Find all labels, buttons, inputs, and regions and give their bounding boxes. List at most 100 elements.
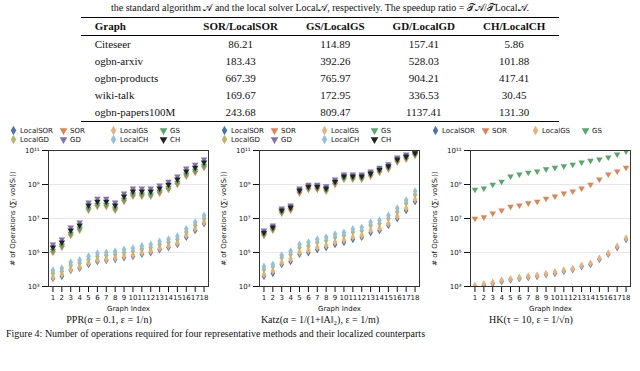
html-text:392.26: 392.26 [320, 55, 351, 67]
svg-text:10⁷: 10⁷ [239, 215, 251, 223]
html-text:Graph: Graph [94, 20, 126, 32]
svg-text:11: 11 [137, 294, 146, 302]
svg-text:4: 4 [288, 294, 293, 302]
html-text:131.30: 131.30 [499, 106, 530, 118]
svg-text:9: 9 [122, 294, 126, 302]
html-text:528.03: 528.03 [408, 55, 439, 67]
svg-text:10³: 10³ [28, 283, 40, 291]
svg-text:# of Operations (∑ₜ vol(Sₜ)): # of Operations (∑ₜ vol(Sₜ)) [431, 171, 439, 266]
svg-text:6: 6 [517, 294, 522, 302]
svg-text:Graph Index: Graph Index [529, 305, 572, 313]
html-text:ogbn-papers100M: ogbn-papers100M [94, 106, 176, 118]
svg-text:10⁵: 10⁵ [28, 249, 40, 257]
svg-text:9: 9 [544, 294, 548, 302]
html-text:5.86: 5.86 [504, 38, 524, 50]
svg-text:# of Operations (∑ₜ vol(Sₜ)): # of Operations (∑ₜ vol(Sₜ)) [220, 171, 228, 266]
html-text:183.43: 183.43 [225, 55, 256, 67]
svg-text:3: 3 [68, 294, 72, 302]
svg-text:13: 13 [577, 294, 586, 302]
html-text:172.95: 172.95 [320, 89, 351, 101]
html-text:30.45: 30.45 [501, 89, 527, 101]
html-text:809.47: 809.47 [320, 106, 351, 118]
html-text:Citeseer: Citeseer [94, 38, 131, 50]
svg-text:17: 17 [613, 294, 622, 302]
html-text:101.88: 101.88 [499, 55, 530, 67]
html-text:GD/LocalGD: GD/LocalGD [392, 20, 455, 32]
svg-text:15: 15 [384, 294, 393, 302]
svg-text:2: 2 [60, 294, 64, 302]
html-text:336.53: 336.53 [408, 89, 439, 101]
svg-text:7: 7 [526, 294, 530, 302]
html-text:904.21: 904.21 [408, 72, 439, 84]
svg-text:11: 11 [559, 294, 568, 302]
svg-text:18: 18 [411, 294, 420, 302]
html-text:417.41: 417.41 [499, 72, 530, 84]
html-text:CH/LocalCH: CH/LocalCH [483, 20, 546, 32]
svg-text:11: 11 [348, 294, 357, 302]
html-text:169.67: 169.67 [225, 89, 256, 101]
svg-text:9: 9 [333, 294, 337, 302]
html-text:86.21: 86.21 [228, 38, 253, 50]
svg-text:10: 10 [339, 294, 348, 302]
html-text:157.41: 157.41 [408, 38, 439, 50]
svg-text:13: 13 [366, 294, 375, 302]
svg-text:4: 4 [77, 294, 82, 302]
html-text:the standard algorithm 𝒜 and t: the standard algorithm 𝒜 and the local s… [111, 2, 529, 13]
html-text:SOR/LocalSOR: SOR/LocalSOR [203, 20, 278, 32]
svg-text:5: 5 [297, 294, 301, 302]
svg-text:10⁷: 10⁷ [28, 215, 40, 223]
svg-text:8: 8 [324, 294, 328, 302]
svg-text:2: 2 [482, 294, 486, 302]
svg-text:17: 17 [191, 294, 200, 302]
svg-text:10⁹: 10⁹ [450, 181, 462, 189]
svg-text:3: 3 [279, 294, 283, 302]
svg-text:15: 15 [173, 294, 182, 302]
svg-text:18: 18 [200, 294, 209, 302]
svg-text:10: 10 [550, 294, 559, 302]
svg-text:# of Operations (∑ₜ vol(Sₜ)): # of Operations (∑ₜ vol(Sₜ)) [9, 171, 17, 266]
svg-text:10¹¹: 10¹¹ [447, 147, 462, 155]
svg-text:1: 1 [51, 294, 55, 302]
svg-text:10¹¹: 10¹¹ [25, 147, 40, 155]
html-text:114.89: 114.89 [320, 38, 351, 50]
svg-text:10⁵: 10⁵ [450, 249, 462, 257]
html-text:243.68: 243.68 [225, 106, 256, 118]
html-text:GS/LocalGS: GS/LocalGS [305, 20, 365, 32]
svg-text:13: 13 [155, 294, 164, 302]
svg-text:8: 8 [113, 294, 117, 302]
svg-text:17: 17 [402, 294, 411, 302]
svg-text:3: 3 [490, 294, 494, 302]
svg-text:Graph Index: Graph Index [107, 305, 150, 313]
svg-text:10⁹: 10⁹ [28, 181, 40, 189]
svg-text:12: 12 [568, 294, 577, 302]
svg-text:7: 7 [315, 294, 319, 302]
html-text:667.39: 667.39 [225, 72, 256, 84]
svg-text:7: 7 [104, 294, 108, 302]
svg-text:10⁵: 10⁵ [239, 249, 251, 257]
svg-text:12: 12 [357, 294, 366, 302]
svg-text:1: 1 [262, 294, 266, 302]
svg-text:2: 2 [271, 294, 275, 302]
svg-text:5: 5 [86, 294, 90, 302]
html-text:wiki-talk: wiki-talk [94, 89, 135, 101]
svg-text:6: 6 [306, 294, 311, 302]
svg-text:10³: 10³ [239, 283, 251, 291]
svg-text:10: 10 [128, 294, 137, 302]
svg-text:10⁷: 10⁷ [450, 215, 462, 223]
svg-text:1: 1 [473, 294, 477, 302]
svg-text:10¹¹: 10¹¹ [236, 147, 251, 155]
html-text:ogbn-products: ogbn-products [94, 72, 159, 84]
html-text:765.97: 765.97 [320, 72, 351, 84]
svg-text:4: 4 [499, 294, 504, 302]
svg-text:10³: 10³ [450, 283, 462, 291]
html-text:ogbn-arxiv: ogbn-arxiv [94, 55, 143, 67]
svg-text:5: 5 [508, 294, 512, 302]
svg-text:6: 6 [95, 294, 100, 302]
svg-text:8: 8 [535, 294, 539, 302]
svg-text:15: 15 [595, 294, 604, 302]
svg-text:Graph Index: Graph Index [318, 305, 361, 313]
html-text:1137.41: 1137.41 [406, 106, 442, 118]
svg-text:18: 18 [622, 294, 631, 302]
svg-text:10⁹: 10⁹ [239, 181, 251, 189]
svg-text:12: 12 [146, 294, 155, 302]
